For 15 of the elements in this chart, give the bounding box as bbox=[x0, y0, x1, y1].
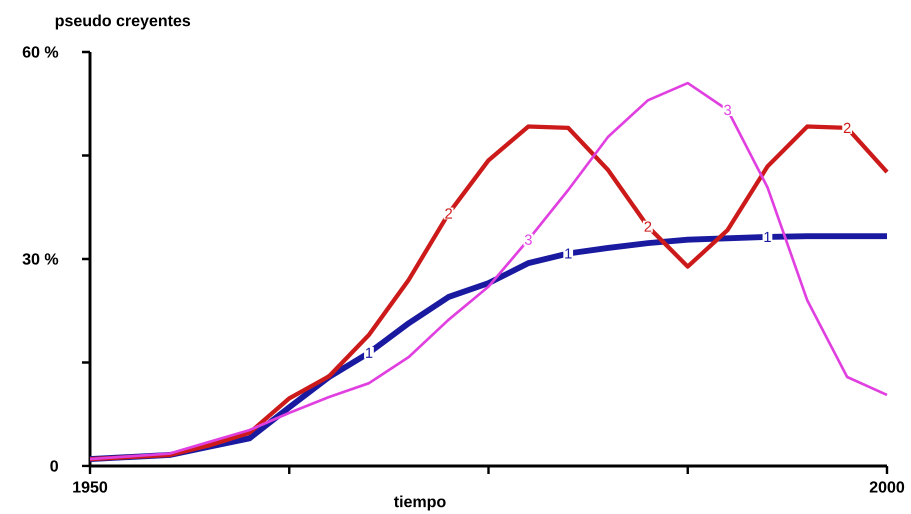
y-tick-label: 0 bbox=[50, 460, 58, 472]
text: 2 bbox=[644, 221, 652, 232]
series-label: 3 bbox=[524, 234, 532, 245]
y-tick-label: 60 % bbox=[22, 46, 58, 58]
text: 1 bbox=[565, 248, 572, 259]
x-tick-label: 2000 bbox=[870, 481, 904, 493]
series-label: 1 bbox=[764, 232, 771, 242]
text: 2 bbox=[844, 122, 850, 134]
y-tick-label: 30 % bbox=[22, 253, 58, 265]
x-axis-title: tiempo bbox=[394, 496, 446, 510]
x-tick-label: 1950 bbox=[73, 481, 108, 493]
text: 3 bbox=[724, 104, 732, 116]
y-axis-title: pseudo creyentes bbox=[56, 14, 190, 30]
text: 1 bbox=[366, 348, 372, 358]
series-label: 2 bbox=[445, 208, 452, 219]
